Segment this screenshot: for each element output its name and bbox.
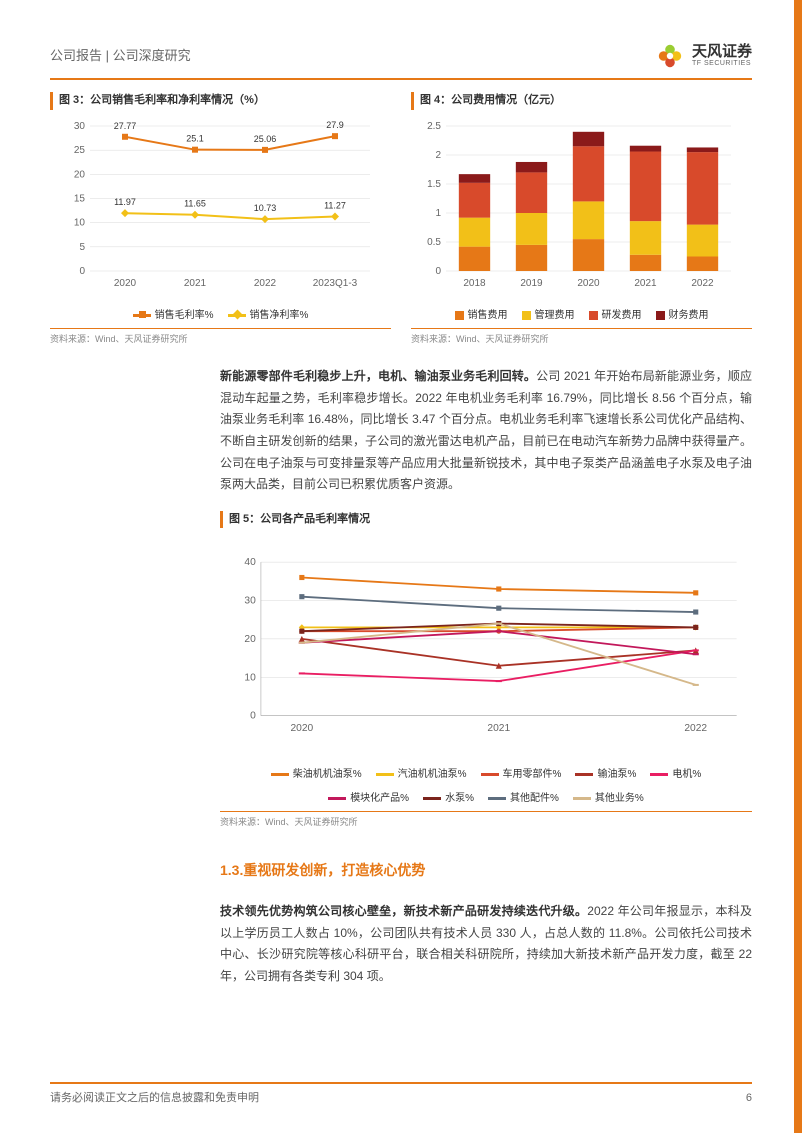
chart4-source: 资料来源：Wind、天风证券研究所	[411, 328, 752, 346]
chart3-container: 图 3：公司销售毛利率和净利率情况（%） 0 5 10 15 20 25 30 2020 202…	[50, 92, 391, 346]
logo-text-en: TF SECURITIES	[692, 60, 752, 68]
svg-text:2021: 2021	[634, 278, 657, 289]
footer-disclaimer: 请务必阅读正文之后的信息披露和免责申明	[50, 1090, 259, 1108]
svg-text:25.06: 25.06	[254, 133, 277, 143]
svg-text:20: 20	[244, 634, 256, 645]
svg-text:15: 15	[74, 193, 86, 204]
para2-bold: 技术领先优势构筑公司核心壁垒，新技术新产品研发持续迭代升级。	[220, 904, 587, 918]
paragraph-2: 技术领先优势构筑公司核心壁垒，新技术新产品研发持续迭代升级。2022 年公司年报…	[220, 901, 752, 987]
section-1-3-title: 1.3.重视研发创新，打造核心优势	[220, 859, 752, 881]
svg-text:11.27: 11.27	[324, 200, 346, 210]
logo-text-cn: 天风证券	[692, 44, 752, 61]
svg-text:2: 2	[435, 150, 441, 161]
paragraph-1: 新能源零部件毛利稳步上升，电机、输油泵业务毛利回转。公司 2021 年开始布局新…	[220, 366, 752, 496]
svg-text:2019: 2019	[520, 278, 543, 289]
svg-text:2023Q1-3: 2023Q1-3	[313, 278, 358, 289]
para1-bold: 新能源零部件毛利稳步上升，电机、输油泵业务毛利回转。	[220, 369, 536, 383]
chart5-title: 图 5：公司各产品毛利率情况	[220, 511, 752, 529]
footer-page-number: 6	[746, 1090, 752, 1108]
svg-text:2022: 2022	[254, 278, 277, 289]
chart3-svg: 0 5 10 15 20 25 30 2020 2021 2022 2023Q1-3 27.77 25.…	[50, 116, 380, 296]
svg-text:30: 30	[74, 121, 86, 132]
chart5-container: 图 5：公司各产品毛利率情况 0 10 20 30 40 2020 2021 2022 柴油机…	[220, 511, 752, 829]
svg-text:2021: 2021	[184, 278, 207, 289]
svg-text:0.5: 0.5	[427, 237, 441, 248]
chart4-title: 图 4：公司费用情况（亿元）	[411, 92, 752, 110]
svg-text:2022: 2022	[684, 723, 707, 734]
side-accent-bar	[794, 0, 802, 1133]
svg-text:2020: 2020	[290, 723, 313, 734]
chart3-legend: 销售毛利率%销售净利率%	[50, 308, 391, 324]
svg-text:0: 0	[79, 266, 85, 277]
svg-text:10: 10	[244, 673, 256, 684]
svg-text:0: 0	[435, 266, 441, 277]
chart3-title: 图 3：公司销售毛利率和净利率情况（%）	[50, 92, 391, 110]
chart4-container: 图 4：公司费用情况（亿元） 0 0.5 1 1.5 2 2.5 2018 2019 2020 2…	[411, 92, 752, 346]
page-footer: 请务必阅读正文之后的信息披露和免责申明 6	[50, 1082, 752, 1108]
svg-text:1.5: 1.5	[427, 179, 441, 190]
svg-text:20: 20	[74, 169, 86, 180]
logo-flower-icon	[654, 40, 686, 72]
para1-text: 公司 2021 年开始布局新能源业务，顺应混动车起量之势，毛利率稳步增长。202…	[220, 369, 752, 491]
svg-text:2020: 2020	[577, 278, 600, 289]
svg-text:27.9: 27.9	[326, 120, 344, 130]
chart5-legend: 柴油机机油泵%汽油机机油泵%车用零部件%输油泵%电机%模块化产品%水泵%其他配件…	[246, 767, 726, 807]
svg-text:27.77: 27.77	[114, 120, 137, 130]
svg-text:25.1: 25.1	[186, 133, 204, 143]
svg-text:2022: 2022	[691, 278, 714, 289]
svg-text:2020: 2020	[114, 278, 137, 289]
svg-text:2018: 2018	[463, 278, 486, 289]
company-logo: 天风证券 TF SECURITIES	[654, 40, 752, 72]
page-header: 公司报告 | 公司深度研究 天风证券 TF SECURITIES	[50, 40, 752, 80]
chart4-svg: 0 0.5 1 1.5 2 2.5 2018 2019 2020 2021 2022	[411, 116, 741, 296]
svg-text:2.5: 2.5	[427, 121, 441, 132]
svg-text:40: 40	[244, 558, 256, 569]
chart5-svg: 0 10 20 30 40 2020 2021 2022	[220, 534, 752, 754]
svg-text:1: 1	[435, 208, 441, 219]
svg-text:10.73: 10.73	[254, 203, 277, 213]
svg-text:5: 5	[79, 241, 85, 252]
chart5-source: 资料来源：Wind、天风证券研究所	[220, 811, 752, 829]
svg-text:2021: 2021	[487, 723, 510, 734]
svg-text:0: 0	[250, 711, 256, 722]
svg-text:25: 25	[74, 145, 86, 156]
svg-text:10: 10	[74, 217, 86, 228]
svg-text:11.97: 11.97	[114, 197, 136, 207]
svg-text:30: 30	[244, 596, 256, 607]
chart4-legend: 销售费用管理费用研发费用财务费用	[411, 308, 752, 324]
svg-text:11.65: 11.65	[184, 198, 206, 208]
header-breadcrumb: 公司报告 | 公司深度研究	[50, 46, 191, 67]
chart3-source: 资料来源：Wind、天风证券研究所	[50, 328, 391, 346]
